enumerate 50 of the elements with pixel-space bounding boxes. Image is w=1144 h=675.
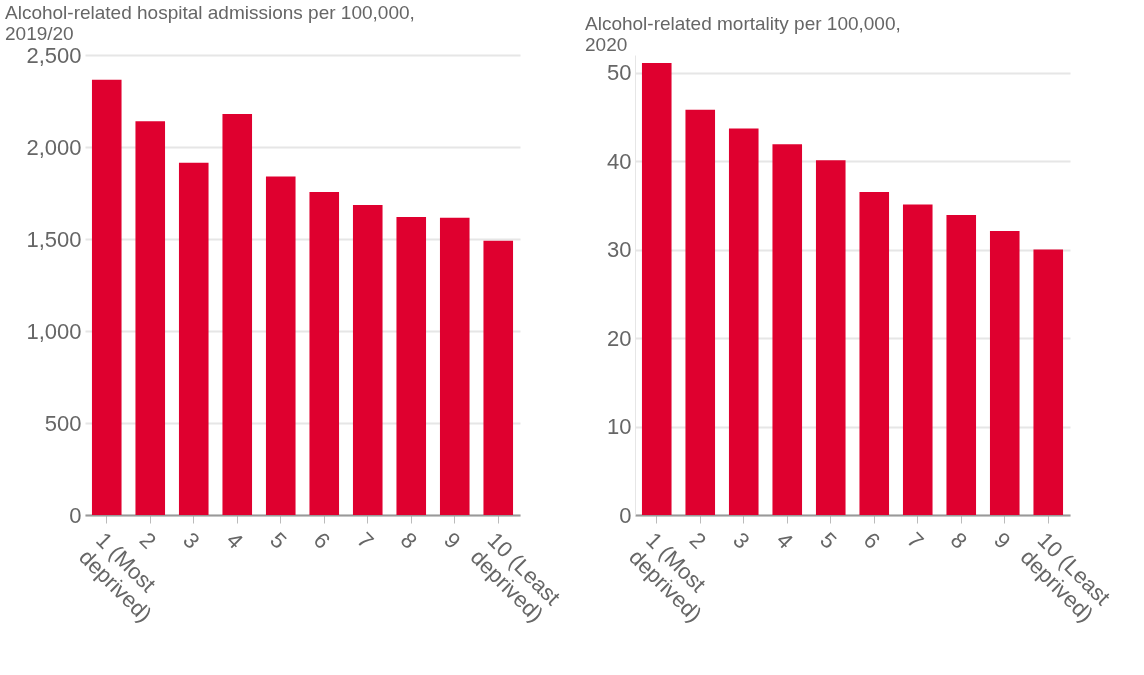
x-tick-label: 8 [945,527,973,554]
y-tick-label: 50 [607,60,632,86]
bar [396,216,427,515]
bar [728,128,759,515]
x-tick-label: 3 [178,527,205,554]
chart-title: Alcohol-related mortality per 100,000, 2020 [585,13,901,55]
bar [641,62,672,515]
y-tick-label: 20 [607,325,632,351]
bar [352,204,383,515]
y-tick-label: 40 [607,148,632,174]
x-tick-label: 2 [684,527,712,554]
bar [1033,249,1064,515]
y-tick-label: 500 [44,410,82,436]
x-tick-label: 9 [989,527,1016,554]
x-tick-label: 5 [815,527,842,554]
bar [989,231,1020,515]
x-tick-label: 3 [728,527,755,554]
bar [91,79,122,515]
x-tick-label: 8 [395,527,423,554]
bar [815,160,846,515]
bar [902,204,933,515]
x-tick-label: 9 [439,527,466,554]
y-tick-label: 1,500 [26,226,82,252]
y-tick-label: 0 [619,502,632,528]
x-tick-label: 5 [265,527,292,554]
y-tick-label: 10 [607,414,632,440]
x-tick-label: 4 [221,527,249,554]
bar [309,192,340,515]
y-tick-label: 30 [607,237,632,263]
bar [483,240,514,515]
y-tick-label: 2,500 [26,42,82,68]
chart-title: Alcohol-related hospital admissions per 100,000, 2019/20 [5,2,415,44]
bar [859,192,890,515]
y-tick-label: 2,000 [26,134,82,160]
bar [772,144,803,515]
x-tick-label: 6 [858,527,886,554]
y-tick-label: 1,000 [26,318,82,344]
x-tick-label: 7 [352,527,379,554]
x-tick-label: 4 [771,527,799,554]
y-tick-label: 0 [69,502,82,528]
bar [685,109,716,515]
x-tick-label: 6 [308,527,336,554]
bar [439,217,470,515]
x-tick-label: 2 [134,527,162,554]
bar [135,121,166,515]
bar [946,215,977,515]
bar [265,176,296,515]
x-tick-label: 7 [902,527,929,554]
bar [222,113,253,515]
bar [178,162,209,515]
